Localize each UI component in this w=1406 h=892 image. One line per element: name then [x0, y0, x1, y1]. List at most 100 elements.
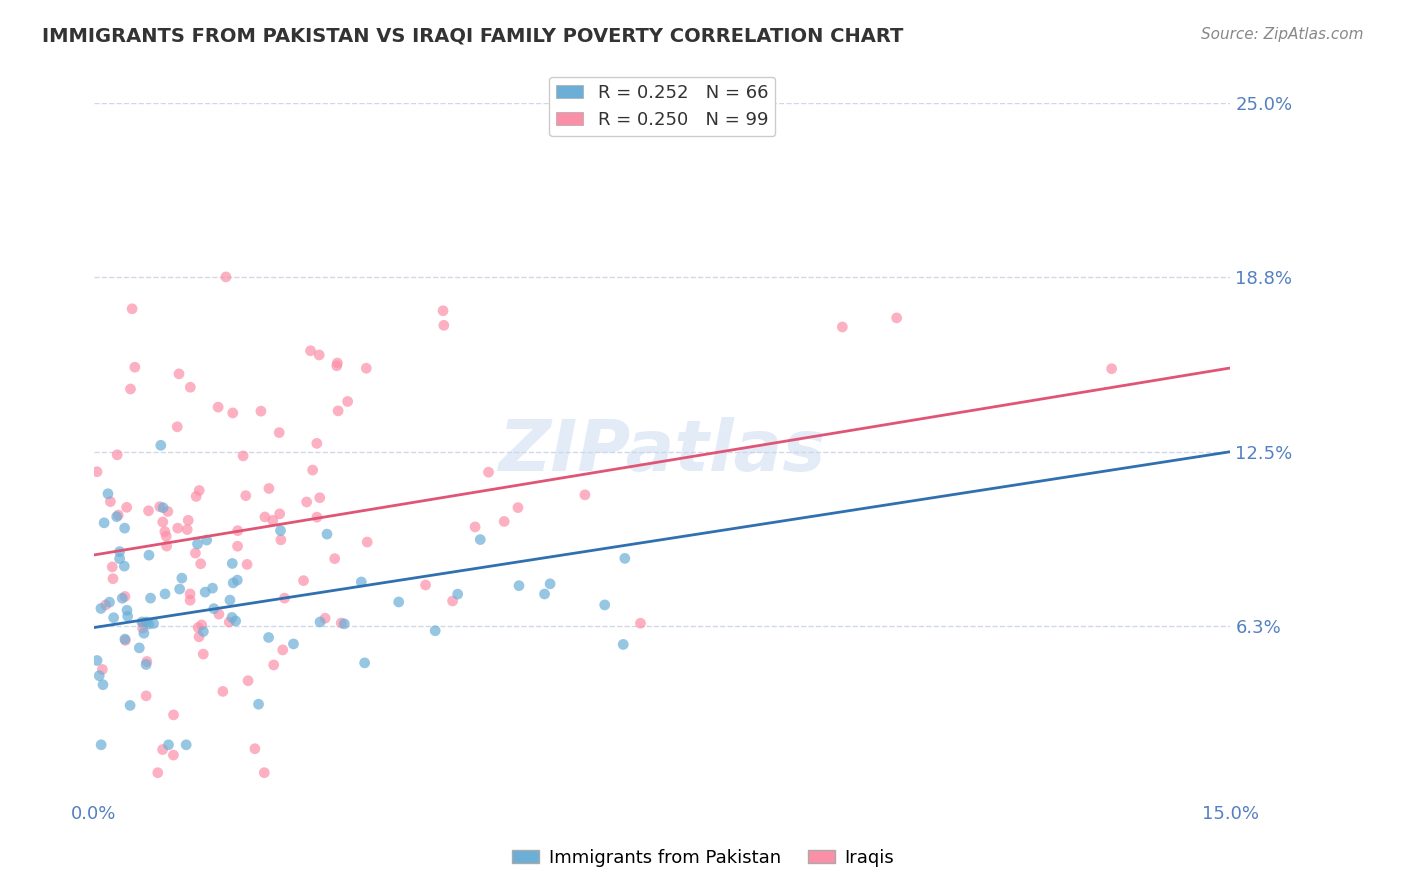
- Point: [295, 495, 318, 509]
- Point: [202, 601, 225, 615]
- Point: [138, 504, 160, 518]
- Point: [305, 510, 328, 524]
- Point: [149, 438, 172, 452]
- Point: [425, 624, 447, 638]
- Point: [219, 593, 242, 607]
- Point: [124, 360, 146, 375]
- Point: [176, 523, 198, 537]
- Point: [441, 594, 464, 608]
- Point: [142, 616, 165, 631]
- Point: [271, 643, 294, 657]
- Point: [253, 510, 276, 524]
- Point: [190, 557, 212, 571]
- Point: [115, 500, 138, 515]
- Point: [232, 449, 254, 463]
- Point: [247, 697, 270, 711]
- Point: [187, 621, 209, 635]
- Point: [89, 669, 111, 683]
- Point: [166, 419, 188, 434]
- Point: [222, 575, 245, 590]
- Point: [177, 513, 200, 527]
- Point: [114, 632, 136, 647]
- Point: [269, 425, 291, 440]
- Point: [121, 301, 143, 316]
- Point: [105, 448, 128, 462]
- Point: [115, 603, 138, 617]
- Point: [90, 601, 112, 615]
- Point: [593, 598, 616, 612]
- Text: Source: ZipAtlas.com: Source: ZipAtlas.com: [1201, 27, 1364, 42]
- Point: [470, 533, 492, 547]
- Point: [166, 521, 188, 535]
- Point: [131, 615, 153, 629]
- Point: [105, 509, 128, 524]
- Point: [179, 593, 201, 607]
- Point: [117, 609, 139, 624]
- Point: [90, 738, 112, 752]
- Point: [120, 698, 142, 713]
- Point: [135, 657, 157, 672]
- Point: [353, 656, 375, 670]
- Point: [184, 546, 207, 560]
- Point: [193, 647, 215, 661]
- Point: [156, 504, 179, 518]
- Point: [1101, 361, 1123, 376]
- Point: [152, 742, 174, 756]
- Point: [98, 595, 121, 609]
- Point: [108, 544, 131, 558]
- Point: [208, 607, 231, 622]
- Point: [308, 348, 330, 362]
- Point: [103, 611, 125, 625]
- Point: [114, 633, 136, 648]
- Point: [613, 551, 636, 566]
- Point: [186, 490, 208, 504]
- Point: [101, 572, 124, 586]
- Point: [114, 521, 136, 535]
- Point: [326, 356, 349, 370]
- Point: [301, 463, 323, 477]
- Point: [218, 615, 240, 629]
- Point: [356, 535, 378, 549]
- Point: [101, 560, 124, 574]
- Point: [111, 591, 134, 606]
- Point: [415, 578, 437, 592]
- Point: [179, 587, 201, 601]
- Point: [299, 343, 322, 358]
- Point: [831, 320, 853, 334]
- Point: [269, 507, 291, 521]
- Point: [167, 367, 190, 381]
- Point: [464, 520, 486, 534]
- Point: [226, 524, 249, 538]
- Point: [155, 529, 177, 543]
- Point: [270, 524, 292, 538]
- Point: [333, 616, 356, 631]
- Point: [156, 539, 179, 553]
- Point: [236, 673, 259, 688]
- Point: [138, 617, 160, 632]
- Point: [323, 551, 346, 566]
- Point: [612, 637, 634, 651]
- Point: [226, 573, 249, 587]
- Point: [152, 515, 174, 529]
- Point: [309, 615, 332, 629]
- Point: [153, 587, 176, 601]
- Point: [235, 489, 257, 503]
- Point: [292, 574, 315, 588]
- Point: [135, 655, 157, 669]
- Point: [388, 595, 411, 609]
- Point: [97, 487, 120, 501]
- Point: [170, 571, 193, 585]
- Point: [508, 579, 530, 593]
- Point: [162, 748, 184, 763]
- Point: [350, 574, 373, 589]
- Point: [94, 598, 117, 612]
- Point: [186, 537, 208, 551]
- Text: ZIPatlas: ZIPatlas: [499, 417, 825, 486]
- Point: [179, 380, 201, 394]
- Point: [135, 689, 157, 703]
- Point: [138, 548, 160, 562]
- Point: [93, 516, 115, 530]
- Point: [273, 591, 295, 606]
- Point: [91, 663, 114, 677]
- Point: [432, 303, 454, 318]
